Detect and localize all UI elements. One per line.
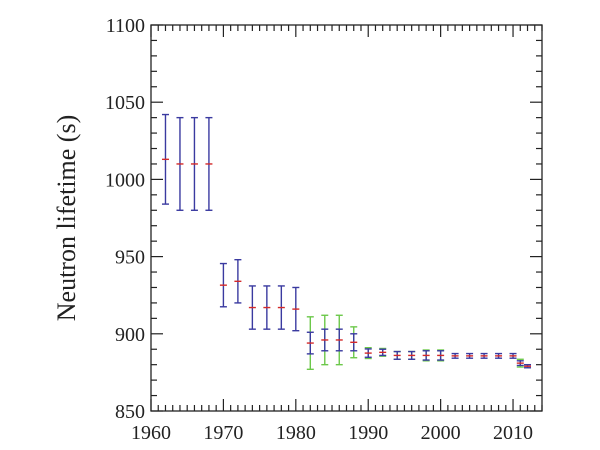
error-bars [161,113,532,371]
data-point [480,352,488,359]
y-tick-label: 1000 [105,169,145,191]
data-point [422,349,430,362]
data-point [524,363,532,369]
y-tick-label: 1100 [106,15,145,37]
data-point [263,285,271,330]
y-tick-label: 1050 [105,92,145,114]
data-point [234,258,242,304]
y-axis-title: Neutron lifetime (s) [52,115,81,322]
y-tick-label: 900 [115,324,145,346]
data-point [364,346,372,360]
data-point [277,285,285,330]
plot-frame [150,24,543,412]
data-point [495,352,503,359]
data-point [516,358,524,368]
x-tick-label: 1980 [276,422,316,444]
x-tick-label: 1960 [131,422,171,444]
data-point [248,285,256,330]
x-tick-label: 2010 [493,422,533,444]
y-tick-label: 950 [115,247,145,269]
data-point [451,352,459,359]
data-point [350,326,358,359]
x-tick-label: 2000 [421,422,461,444]
x-tick-label: 1990 [348,422,388,444]
data-point [205,116,213,211]
data-point [161,113,169,205]
data-point [190,116,198,211]
x-tick-labels: 1960 1970 1980 1990 2000 2010 [131,422,533,444]
data-point [379,347,387,357]
y-tick-labels: 850 900 950 1000 1050 1100 [105,15,145,423]
data-point [509,352,517,359]
data-point [408,350,416,360]
y-tick-label: 850 [115,401,145,423]
data-point [321,314,329,366]
data-point [306,316,314,371]
axis-ticks [150,24,543,412]
data-point [292,286,300,332]
x-tick-label: 1970 [203,422,243,444]
data-point [335,314,343,366]
data-point [437,349,445,362]
data-point [176,116,184,211]
data-point [393,350,401,360]
data-point [466,352,474,359]
data-point [219,262,227,308]
